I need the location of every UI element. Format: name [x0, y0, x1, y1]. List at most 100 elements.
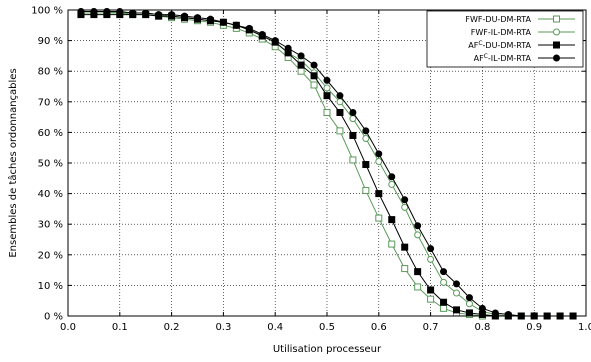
data-point: [427, 245, 435, 253]
data-point: [362, 127, 370, 135]
data-point: [349, 131, 357, 139]
data-point: [323, 84, 331, 92]
legend-marker: [553, 54, 560, 62]
data-point: [465, 300, 473, 308]
data-point: [388, 173, 396, 181]
data-point: [414, 231, 422, 239]
data-point: [310, 61, 318, 69]
legend-label: FWF-IL-DM-RTA: [471, 28, 532, 37]
data-point: [440, 268, 448, 276]
x-tick-label: 0.7: [423, 322, 439, 333]
x-tick-label: 0.8: [474, 322, 490, 333]
data-point: [453, 289, 460, 297]
legend-label-text: FWF-DU-DM-RTA: [465, 15, 531, 24]
legend-label: AFC-IL-DM-RTA: [474, 53, 532, 63]
data-point: [453, 280, 460, 288]
data-point: [375, 150, 383, 158]
data-point: [349, 115, 357, 123]
data-point: [245, 24, 253, 32]
data-point: [142, 9, 150, 17]
y-axis-label: Ensembles de tâches ordonnançables: [7, 68, 19, 257]
data-point: [297, 52, 305, 60]
data-point: [336, 127, 344, 135]
data-point: [271, 37, 279, 45]
data-point: [465, 294, 473, 302]
data-point: [504, 310, 512, 318]
legend-label: FWF-DU-DM-RTA: [465, 15, 531, 24]
data-point: [323, 109, 331, 117]
data-point: [362, 135, 370, 143]
data-point: [388, 180, 396, 188]
data-point: [401, 243, 409, 251]
data-point: [453, 306, 460, 314]
data-point: [336, 98, 344, 106]
data-point: [362, 161, 370, 169]
legend-marker: [553, 41, 560, 49]
data-point: [155, 11, 163, 19]
y-tick-label: 20 %: [38, 250, 63, 261]
data-point: [181, 12, 189, 20]
data-point: [375, 157, 383, 165]
legend-label-suffix: -DU-DM-RTA: [483, 41, 532, 50]
data-point: [349, 156, 357, 164]
data-point: [401, 265, 409, 273]
legend-label-text: FWF-IL-DM-RTA: [471, 28, 532, 37]
legend-marker: [553, 15, 560, 23]
y-tick-label: 90 %: [38, 36, 63, 47]
x-tick-label: 0.9: [526, 322, 542, 333]
data-point: [414, 268, 422, 276]
data-point: [90, 8, 98, 16]
data-point: [310, 81, 318, 89]
data-point: [427, 255, 435, 263]
data-point: [362, 187, 370, 195]
y-tick-label: 100 %: [31, 6, 63, 17]
data-point: [388, 240, 396, 248]
x-tick-label: 0.5: [319, 322, 335, 333]
data-point: [440, 304, 448, 312]
data-point: [349, 109, 357, 117]
x-tick-label: 0.2: [164, 322, 180, 333]
data-point: [465, 309, 473, 317]
data-point: [401, 196, 409, 204]
data-point: [310, 72, 318, 80]
data-point: [491, 309, 499, 317]
legend-label-text: AF: [474, 54, 484, 63]
data-point: [323, 92, 331, 100]
data-point: [427, 286, 435, 294]
x-tick-label: 0.3: [215, 322, 231, 333]
data-point: [77, 8, 85, 16]
legend-label: AFC-DU-DM-RTA: [468, 40, 531, 50]
legend-marker: [553, 28, 560, 36]
legend-label-text: AF: [468, 41, 478, 50]
data-point: [206, 15, 214, 23]
x-tick-label: 1.0: [578, 322, 591, 333]
data-point: [297, 67, 305, 75]
data-point: [336, 109, 344, 117]
x-tick-label: 0.6: [371, 322, 387, 333]
data-point: [440, 298, 448, 306]
y-tick-label: 10 %: [38, 281, 63, 292]
x-tick-label: 0.4: [267, 322, 283, 333]
y-tick-label: 80 %: [38, 67, 63, 78]
data-point: [232, 21, 240, 29]
data-point: [478, 304, 486, 312]
legend-label-superscript: C: [484, 53, 488, 60]
data-point: [258, 30, 266, 38]
data-point: [375, 214, 383, 222]
data-point: [375, 190, 383, 198]
data-point: [336, 92, 344, 100]
y-tick-label: 50 %: [38, 159, 63, 170]
legend-label-suffix: -IL-DM-RTA: [488, 54, 532, 63]
data-point: [388, 216, 396, 224]
data-point: [219, 18, 227, 26]
y-tick-label: 40 %: [38, 189, 63, 200]
y-tick-label: 60 %: [38, 128, 63, 139]
data-point: [103, 8, 111, 16]
y-tick-label: 30 %: [38, 220, 63, 231]
data-point: [401, 203, 409, 211]
data-point: [440, 278, 448, 286]
data-point: [414, 222, 422, 230]
data-point: [427, 295, 435, 303]
x-tick-label: 0.1: [112, 322, 128, 333]
